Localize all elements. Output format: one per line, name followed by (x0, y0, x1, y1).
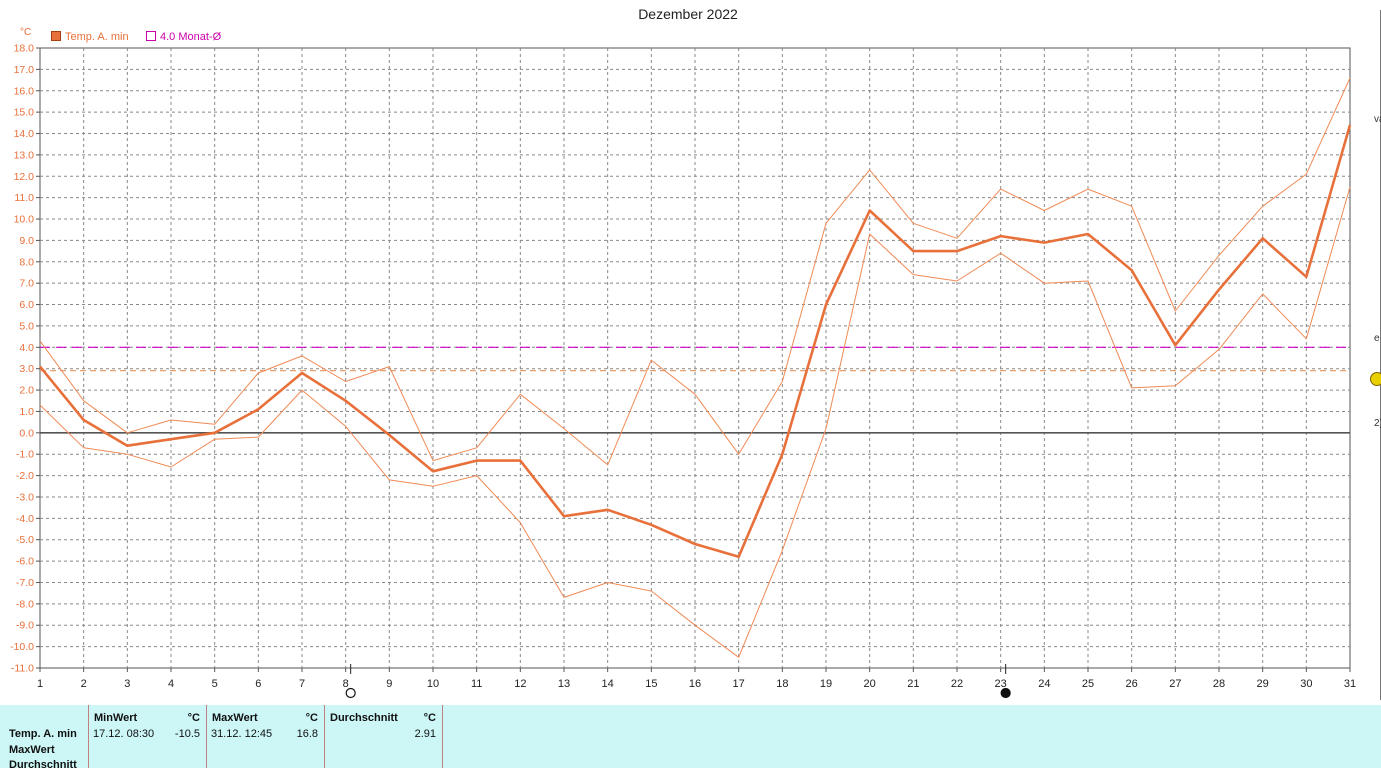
x-tick-label: 8 (343, 678, 349, 690)
x-tick-label: 9 (386, 678, 392, 690)
panel-text-fragment: va (1374, 114, 1381, 125)
y-tick-label: 4.0 (19, 342, 34, 354)
x-tick-label: 25 (1082, 678, 1094, 690)
x-tick-label: 26 (1126, 678, 1138, 690)
stats-column-max: MaxWert °C 31.12. 12:45 16.8 (206, 705, 324, 768)
x-tick-label: 29 (1257, 678, 1269, 690)
x-tick-label: 18 (776, 678, 788, 690)
min-header: MinWert (94, 712, 138, 724)
x-tick-label: 30 (1300, 678, 1312, 690)
series-line-upper (39, 77, 1351, 466)
panel-text-fragment: e (1374, 333, 1380, 344)
panel-sun-icon (1370, 372, 1381, 386)
legend-label-month-avg: 4.0 Monat-Ø (160, 31, 222, 43)
x-tick-label: 12 (514, 678, 526, 690)
min-datetime: 17.12. 08:30 (93, 728, 155, 740)
full-moon-icon (345, 687, 356, 699)
y-tick-label: 0.0 (19, 427, 34, 439)
y-tick-label: -11.0 (11, 663, 34, 675)
series-line-main (38, 124, 1352, 559)
y-tick-label: 9.0 (19, 235, 34, 247)
x-tick-label: 20 (864, 678, 876, 690)
y-tick-label: 1.0 (19, 406, 34, 418)
x-tick-label: 19 (820, 678, 832, 690)
chart-title: Dezember 2022 (638, 6, 738, 22)
x-tick-label: 31 (1344, 678, 1356, 690)
legend-swatch-empty-icon (146, 31, 156, 41)
avg-unit: °C (423, 712, 436, 724)
y-tick-label: -9.0 (16, 620, 34, 632)
y-tick-label: 8.0 (19, 256, 34, 268)
y-tick-label: 10.0 (14, 214, 35, 226)
x-tick-label: 23 (995, 678, 1007, 690)
x-tick-label: 10 (427, 678, 439, 690)
stats-column-avg: Durchschnitt °C 2.91 (324, 705, 443, 768)
y-tick-label: 5.0 (19, 320, 34, 332)
stats-row-labels: Temp. A. min MaxWert Durchschnitt (9, 727, 77, 774)
y-tick-label: 7.0 (19, 278, 34, 290)
x-tick-label: 22 (951, 678, 963, 690)
x-tick-label: 27 (1169, 678, 1181, 690)
y-tick-label: 16.0 (14, 85, 35, 97)
x-tick-label: 11 (471, 678, 482, 690)
y-tick-label: -1.0 (16, 449, 34, 461)
x-tick-label: 2 (81, 678, 87, 690)
y-tick-label: -5.0 (16, 534, 34, 546)
x-tick-label: 14 (602, 678, 614, 690)
x-tick-label: 3 (124, 678, 130, 690)
statistics-panel: Temp. A. min MaxWert Durchschnitt MinWer… (0, 705, 1381, 771)
new-moon-icon (1000, 687, 1011, 699)
legend-item-temp-min[interactable]: Temp. A. min (51, 31, 129, 43)
avg-header: Durchschnitt (330, 712, 398, 724)
max-header: MaxWert (212, 712, 258, 724)
y-tick-label: -6.0 (16, 556, 34, 568)
legend-swatch-filled-icon (51, 31, 61, 41)
stats-row-label: Durchschnitt (9, 759, 77, 771)
x-tick-label: 6 (255, 678, 261, 690)
y-tick-label: -8.0 (16, 598, 34, 610)
y-tick-label: -7.0 (16, 577, 34, 589)
x-tick-label: 5 (212, 678, 218, 690)
temperature-chart: 18.017.016.015.014.013.012.011.010.09.08… (10, 43, 1356, 699)
x-tick-label: 7 (299, 678, 305, 690)
y-tick-label: 2.0 (19, 385, 34, 397)
panel-text-fragment: 2) (1374, 418, 1381, 429)
stats-row-label: MaxWert (9, 743, 55, 756)
y-tick-label: 12.0 (14, 171, 35, 183)
y-tick-label: 13.0 (14, 149, 35, 161)
y-tick-label: 18.0 (14, 43, 35, 55)
avg-value: 2.91 (414, 728, 436, 740)
x-tick-label: 21 (907, 678, 919, 690)
series-line-lower (39, 186, 1351, 658)
x-tick-label: 1 (37, 678, 43, 690)
x-tick-label: 4 (168, 678, 174, 690)
max-datetime: 31.12. 12:45 (211, 728, 273, 740)
min-unit: °C (187, 712, 200, 724)
y-tick-label: 17.0 (14, 64, 35, 76)
y-tick-label: 11.0 (14, 192, 34, 204)
y-tick-label: 3.0 (19, 363, 34, 375)
x-tick-label: 16 (689, 678, 701, 690)
stats-row-label: Temp. A. min (9, 728, 77, 740)
y-tick-label: -2.0 (16, 470, 34, 482)
right-side-panel: va e 2) (1356, 0, 1381, 705)
x-tick-label: 15 (645, 678, 657, 690)
y-tick-label: 15.0 (14, 107, 35, 119)
y-tick-label: -3.0 (16, 491, 34, 503)
y-tick-label: 14.0 (14, 128, 35, 140)
max-value: 16.8 (296, 728, 318, 740)
x-tick-label: 17 (733, 678, 745, 690)
legend-label-temp-min: Temp. A. min (65, 31, 129, 43)
x-tick-label: 13 (558, 678, 570, 690)
x-tick-label: 24 (1038, 678, 1050, 690)
min-value: -10.5 (174, 728, 200, 740)
legend-item-month-avg[interactable]: 4.0 Monat-Ø (146, 31, 221, 43)
y-tick-label: -10.0 (10, 641, 34, 653)
y-axis-unit: °C (20, 27, 32, 38)
stats-column-min: MinWert °C 17.12. 08:30 -10.5 (88, 705, 206, 768)
y-tick-label: -4.0 (16, 513, 34, 525)
max-unit: °C (305, 712, 318, 724)
y-tick-label: 6.0 (19, 299, 34, 311)
x-tick-label: 28 (1213, 678, 1225, 690)
